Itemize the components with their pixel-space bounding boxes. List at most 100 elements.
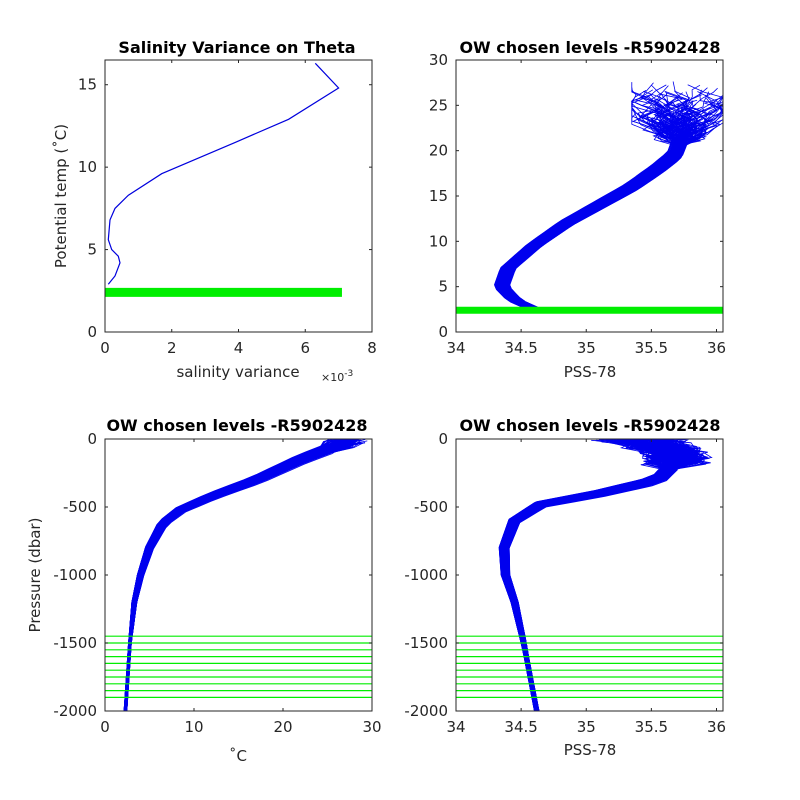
profile-line bbox=[507, 114, 688, 311]
profile-line bbox=[507, 118, 686, 311]
panel3-plot-area bbox=[105, 439, 372, 711]
panel2-x-label: PSS-78 bbox=[564, 363, 617, 381]
y-tick-label: -1000 bbox=[404, 566, 448, 584]
profile-line bbox=[497, 97, 723, 311]
panel3-title: OW chosen levels -R5902428 bbox=[106, 416, 367, 435]
panel3-ticks: 0 10 20 30 0 -500 -1000 -1500 -2000 bbox=[53, 430, 381, 736]
panel2-title: OW chosen levels -R5902428 bbox=[459, 38, 720, 57]
y-tick-label: -1500 bbox=[53, 634, 97, 652]
x-tick-label: 0 bbox=[100, 718, 110, 736]
panel4-x-label: PSS-78 bbox=[564, 741, 617, 759]
panel-salinity-variance: Salinity Variance on Theta 0 2 4 6 8 0 5 10 15 s… bbox=[52, 38, 377, 384]
profile-line bbox=[500, 126, 688, 311]
panel-theta-salinity: OW chosen levels -R5902428 34 34.5 35 35.5 3… bbox=[429, 38, 726, 381]
x-tick-label: 36 bbox=[707, 339, 726, 357]
profile-line bbox=[505, 119, 692, 311]
profile-line bbox=[497, 131, 678, 311]
profile-line bbox=[505, 116, 685, 311]
y-tick-label: -500 bbox=[63, 498, 97, 516]
profile-line bbox=[499, 121, 683, 311]
profile-line bbox=[498, 119, 691, 311]
x-tick-label: 34 bbox=[446, 339, 465, 357]
y-tick-label: -1000 bbox=[53, 566, 97, 584]
x-tick-label: 34 bbox=[446, 718, 465, 736]
profile-line bbox=[509, 116, 688, 311]
profile-line bbox=[507, 125, 693, 311]
panel4-plot-area bbox=[456, 439, 723, 711]
profile-line bbox=[503, 82, 683, 311]
x-tick-label: 35 bbox=[577, 339, 596, 357]
y-tick-label: 25 bbox=[429, 96, 448, 114]
y-tick-label: 15 bbox=[78, 76, 97, 94]
x-tick-label: 35.5 bbox=[635, 339, 668, 357]
panel1-plot-area bbox=[105, 62, 342, 297]
profile-line bbox=[498, 134, 678, 311]
x-tick-label: 34.5 bbox=[504, 718, 537, 736]
panel4-title: OW chosen levels -R5902428 bbox=[459, 416, 720, 435]
panel1-ticks: 0 2 4 6 8 0 5 10 15 bbox=[78, 60, 377, 357]
profile-line bbox=[504, 443, 697, 711]
profile-line bbox=[126, 439, 352, 711]
x-tick-label: 20 bbox=[273, 718, 292, 736]
profile-line bbox=[508, 124, 688, 311]
x-tick-label: 4 bbox=[234, 339, 244, 357]
profile-line bbox=[125, 439, 352, 711]
profile-line bbox=[125, 439, 337, 711]
profile-line bbox=[508, 123, 688, 311]
profile-line bbox=[505, 116, 685, 311]
profile-line bbox=[506, 439, 699, 711]
panel1-y-label: Potential temp (˚C) bbox=[52, 124, 70, 268]
profile-line bbox=[503, 439, 671, 711]
y-tick-label: -2000 bbox=[404, 702, 448, 720]
x-tick-label: 30 bbox=[362, 718, 381, 736]
y-tick-label: 0 bbox=[87, 323, 97, 341]
y-tick-label: 0 bbox=[438, 430, 448, 448]
panel-salinity-pressure: OW chosen levels -R5902428 34 34.5 35 35.5 3… bbox=[404, 416, 726, 759]
profile-lines bbox=[498, 439, 713, 711]
profile-line bbox=[507, 439, 708, 711]
x-tick-label: 34.5 bbox=[504, 339, 537, 357]
x-tick-label: 2 bbox=[167, 339, 177, 357]
y-tick-label: 5 bbox=[438, 278, 448, 296]
profile-line bbox=[125, 439, 348, 711]
x-tick-label: 8 bbox=[367, 339, 377, 357]
x-tick-label: 35 bbox=[577, 718, 596, 736]
panel2-axes-box bbox=[455, 59, 724, 333]
profile-line bbox=[501, 82, 681, 311]
panel-temperature-pressure: OW chosen levels -R5902428 0 10 20 30 0 -500 -… bbox=[26, 416, 382, 765]
x-tick-label: 36 bbox=[707, 718, 726, 736]
profile-line bbox=[507, 442, 692, 711]
panel4-ticks: 34 34.5 35 35.5 36 0 -500 -1000 -1500 -2000 bbox=[404, 430, 726, 736]
profile-line bbox=[499, 132, 679, 311]
profile-line bbox=[503, 113, 696, 311]
y-tick-label: 20 bbox=[429, 142, 448, 160]
profile-line bbox=[508, 127, 715, 311]
y-tick-label: 30 bbox=[429, 51, 448, 69]
profile-line bbox=[498, 132, 678, 311]
panel3-y-label: Pressure (dbar) bbox=[26, 518, 44, 633]
profile-line bbox=[499, 127, 679, 311]
panel1-title: Salinity Variance on Theta bbox=[118, 38, 355, 57]
profile-line bbox=[495, 117, 688, 311]
panel3-x-label: ˚C bbox=[229, 747, 247, 765]
profile-line bbox=[499, 116, 696, 311]
profile-line bbox=[498, 131, 677, 311]
y-tick-label: 15 bbox=[429, 187, 448, 205]
profile-line bbox=[509, 122, 723, 311]
profile-line bbox=[500, 132, 680, 311]
profile-line bbox=[500, 126, 690, 311]
salinity-variance-line bbox=[107, 62, 340, 285]
profile-line bbox=[496, 124, 688, 311]
profile-line bbox=[125, 439, 342, 711]
x-tick-label: 0 bbox=[100, 339, 110, 357]
profile-line bbox=[507, 118, 687, 311]
y-tick-label: -1500 bbox=[404, 634, 448, 652]
y-tick-label: -2000 bbox=[53, 702, 97, 720]
profile-line bbox=[499, 125, 679, 311]
panel2-plot-area bbox=[456, 81, 723, 314]
panel1-x-label: salinity variance bbox=[176, 363, 299, 381]
profile-line bbox=[507, 84, 687, 311]
y-tick-label: 0 bbox=[438, 323, 448, 341]
y-tick-label: -500 bbox=[414, 498, 448, 516]
